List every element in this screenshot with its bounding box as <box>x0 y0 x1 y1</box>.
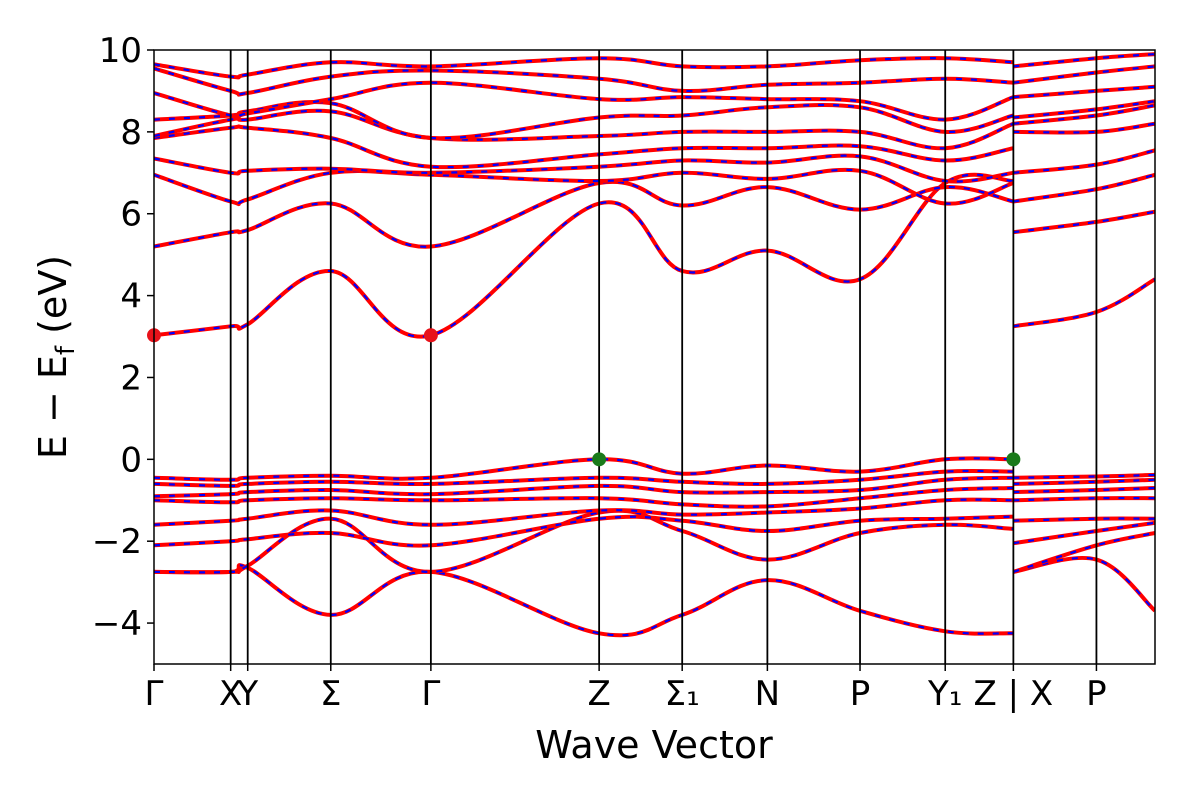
band-dash-9 <box>1013 496 1155 502</box>
x-tick-label-10: Z | X <box>974 674 1054 714</box>
x-tick-label-1: X <box>219 674 242 714</box>
band-dash-17 <box>1013 278 1155 328</box>
y-tick-label-1: −2 <box>92 522 142 562</box>
x-tick-label-11: P <box>1086 674 1107 714</box>
band-line-21 <box>1013 172 1155 204</box>
band-dash-35 <box>1013 53 1155 68</box>
band-dash-25 <box>1013 122 1155 134</box>
marker-vbm-3 <box>1006 452 1021 467</box>
x-tick-label-7: N <box>755 674 780 714</box>
x-tick-label-2: Y <box>236 674 258 714</box>
x-axis-ticks: Γ XY Σ Γ Z Σ₁ N P Y₁ Z | X P <box>145 664 1107 714</box>
kpoint-lines <box>229 50 1098 664</box>
x-tick-label-8: P <box>850 674 871 714</box>
band-dash-27 <box>1013 104 1155 125</box>
bands-layer <box>154 52 1155 638</box>
band-dash-3 <box>1013 531 1155 573</box>
band-dash-29 <box>1013 100 1155 119</box>
band-dash-16 <box>154 173 1014 338</box>
band-line-10 <box>154 475 1014 499</box>
band-dash-32 <box>154 67 1014 96</box>
band-dash-13 <box>1013 478 1155 485</box>
marker-vbm-2 <box>592 452 607 467</box>
x-tick-label-6: Σ₁ <box>665 674 700 714</box>
band-dash-31 <box>1013 85 1155 99</box>
x-axis-label: Wave Vector <box>535 723 773 767</box>
band-line-16 <box>154 172 1014 339</box>
band-line-17 <box>1013 277 1155 329</box>
x-tick-label-9: Y₁ <box>927 674 962 714</box>
band-dash-5 <box>1013 521 1155 545</box>
band-line-0 <box>154 563 1014 638</box>
x-tick-label-3: Σ <box>320 674 341 714</box>
x-tick-label-4: Γ <box>421 674 440 714</box>
band-line-34 <box>154 56 1014 80</box>
y-axis-label: E − Ef (eV) <box>31 255 81 459</box>
plot-frame <box>153 49 1156 665</box>
y-axis-ticks: −4 −2 0 2 4 6 8 10 <box>92 31 154 644</box>
band-dash-20 <box>154 168 1014 206</box>
y-tick-label-4: 4 <box>120 277 142 317</box>
marker-cbm-1 <box>423 328 438 343</box>
band-dash-11 <box>1013 486 1155 494</box>
band-line-18 <box>154 179 1014 249</box>
band-dash-15 <box>1013 473 1155 479</box>
y-tick-label-5: 6 <box>120 195 142 235</box>
band-dash-7 <box>1013 517 1155 522</box>
y-tick-label-6: 8 <box>120 113 142 153</box>
band-dash-21 <box>1013 173 1155 203</box>
band-dash-0 <box>154 563 1014 637</box>
x-tick-label-0: Γ <box>145 674 164 714</box>
y-tick-label-0: −4 <box>92 604 142 644</box>
extremum-markers <box>147 328 1021 467</box>
band-dash-19 <box>1013 210 1155 234</box>
y-tick-label-7: 10 <box>99 31 142 71</box>
band-dash-23 <box>1013 149 1155 174</box>
y-tick-label-3: 2 <box>120 358 142 398</box>
y-tick-label-2: 0 <box>120 440 142 480</box>
band-dash-33 <box>1013 65 1155 84</box>
x-tick-label-5: Z <box>587 674 610 714</box>
band-line-23 <box>1013 148 1155 175</box>
